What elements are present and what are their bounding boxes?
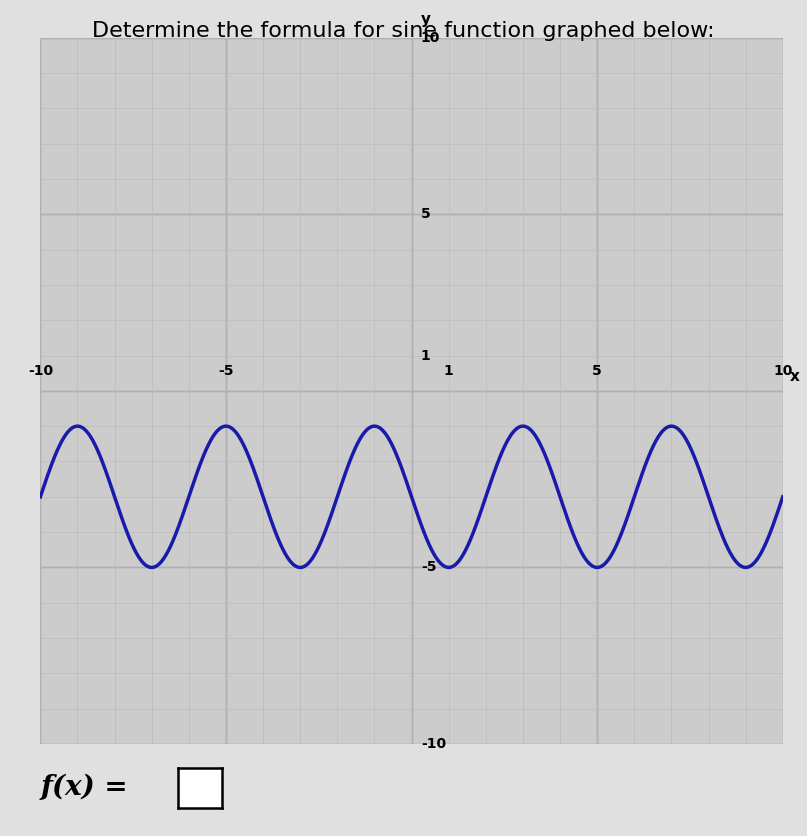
Text: y: y bbox=[421, 12, 431, 27]
Text: 10: 10 bbox=[421, 31, 441, 44]
Text: -10: -10 bbox=[27, 364, 53, 379]
Text: 5: 5 bbox=[592, 364, 602, 379]
Text: -5: -5 bbox=[421, 560, 437, 574]
Text: 1: 1 bbox=[421, 349, 431, 363]
Text: -5: -5 bbox=[218, 364, 234, 379]
Text: Determine the formula for sine function graphed below:: Determine the formula for sine function … bbox=[92, 21, 715, 41]
Text: -10: -10 bbox=[421, 737, 446, 751]
Text: f(x) =: f(x) = bbox=[40, 774, 128, 801]
Text: x: x bbox=[790, 370, 800, 385]
Text: 1: 1 bbox=[444, 364, 454, 379]
Text: 10: 10 bbox=[773, 364, 792, 379]
Text: 5: 5 bbox=[421, 207, 431, 222]
